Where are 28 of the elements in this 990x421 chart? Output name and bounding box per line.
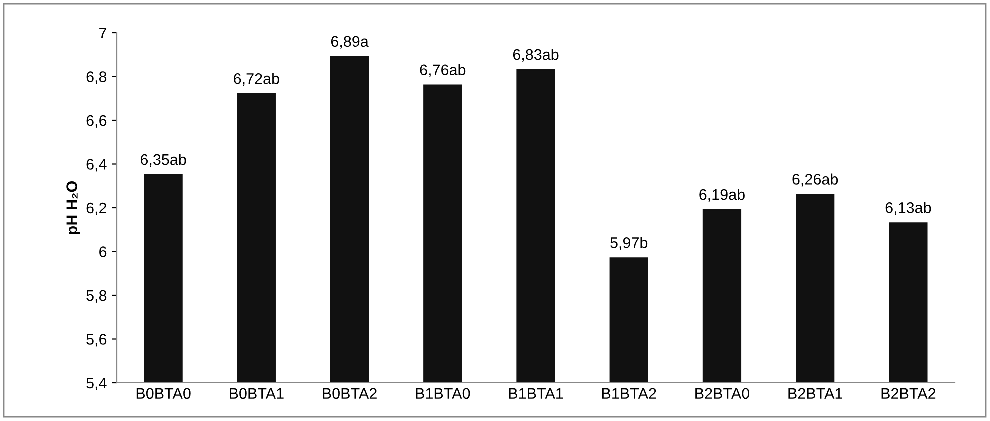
data-label: 5,97b — [610, 237, 648, 250]
y-tick-label: 6,4 — [86, 159, 107, 172]
data-label: 6,89a — [331, 36, 369, 49]
y-tick-label: 6,6 — [86, 115, 107, 128]
y-tick-label: 5,6 — [86, 334, 107, 347]
data-label: 6,35ab — [140, 154, 186, 168]
x-tick-label: B0BTA2 — [323, 388, 377, 400]
y-tick-label: 6,8 — [86, 72, 107, 84]
x-tick-label: B2BTA2 — [882, 388, 936, 399]
data-label: 6,26ab — [792, 174, 838, 187]
x-tick-label: B0BTA1 — [230, 388, 284, 400]
y-tick-label: 5,8 — [86, 290, 107, 303]
data-label: 6,76ab — [420, 64, 466, 78]
x-tick-label: B1BTA1 — [509, 388, 564, 399]
y-axis-title: pH H₂O — [66, 181, 80, 234]
y-tick-label: 7 — [100, 28, 107, 39]
data-label: 6,83ab — [513, 49, 559, 62]
data-label: 6,13ab — [886, 202, 932, 216]
x-tick-label: B1BTA0 — [416, 388, 470, 400]
x-tick-label: B1BTA2 — [602, 388, 656, 399]
data-label: 6,19ab — [700, 189, 745, 202]
y-tick-label: 6 — [100, 246, 107, 258]
y-tick-label: 5,4 — [86, 378, 107, 390]
data-label: 6,72ab — [234, 73, 280, 86]
x-tick-label: B2BTA0 — [696, 388, 750, 400]
x-tick-label: B2BTA1 — [788, 388, 842, 399]
x-tick-label: B0BTA0 — [136, 388, 191, 400]
y-tick-label: 6,2 — [86, 202, 107, 216]
